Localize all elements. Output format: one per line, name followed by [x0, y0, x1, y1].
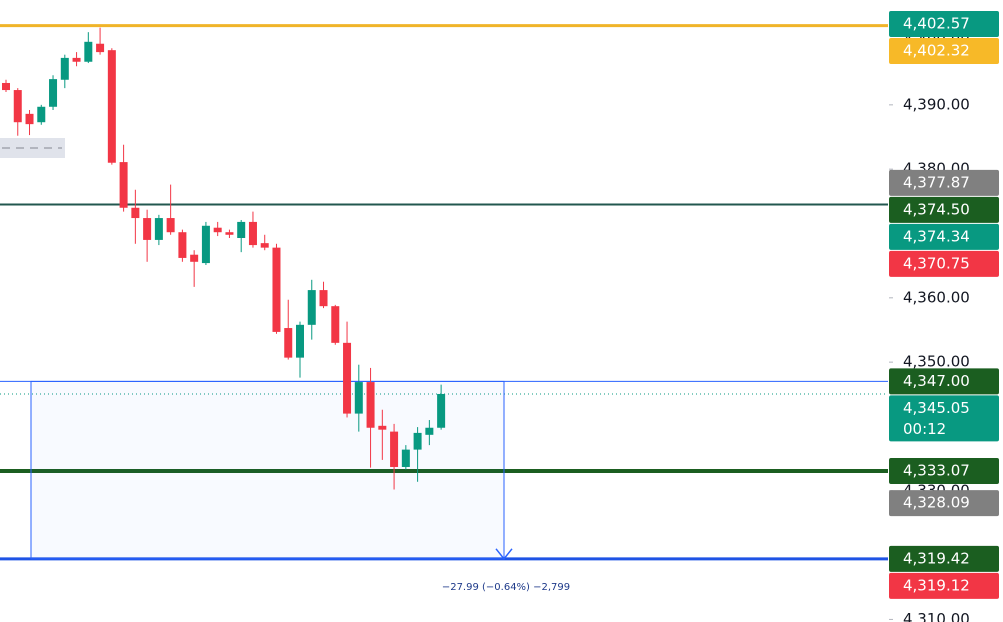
candle-body — [25, 113, 34, 125]
price-tag — [889, 368, 999, 395]
candle-body — [178, 232, 187, 258]
price-tag — [889, 458, 999, 485]
candle-body — [331, 306, 340, 343]
price-tag — [889, 490, 999, 517]
price-tag — [889, 196, 999, 223]
candle-body — [213, 227, 222, 233]
drawing-widget — [0, 138, 65, 158]
y-tick-label: 4,350.00 — [903, 353, 970, 371]
price-tag-label: 4,347.00 — [903, 372, 970, 390]
candle-body — [366, 382, 375, 428]
candle-body — [319, 290, 328, 307]
candle-body — [13, 90, 22, 123]
price-tag-label: 4,402.57 — [903, 14, 970, 32]
candle-body — [284, 328, 293, 358]
price-tag — [889, 10, 999, 37]
candle-body — [119, 162, 128, 208]
price-tag — [889, 545, 999, 572]
measure-arrowhead — [495, 548, 513, 561]
candle-body — [49, 79, 58, 107]
candle-body — [296, 324, 304, 358]
candle-body — [107, 50, 116, 163]
price-tag-label: 4,333.07 — [903, 462, 970, 480]
candle-body — [166, 218, 175, 233]
candle-body — [401, 449, 410, 467]
price-tag-label: 4,328.09 — [903, 494, 970, 512]
candle-body — [390, 431, 399, 467]
candle-body — [72, 57, 81, 62]
candle-body — [237, 221, 246, 238]
candle-body — [413, 432, 422, 450]
candle-body — [60, 57, 69, 80]
price-tag-label: 4,319.12 — [903, 576, 970, 594]
candle-body — [307, 290, 316, 325]
candle-body — [37, 106, 46, 123]
price-tag — [889, 169, 999, 196]
y-tick-label: 4,360.00 — [903, 288, 970, 306]
candle-body — [248, 221, 257, 246]
price-tags: 4,402.57 4,402.32 4,377.87 4,374.50 4,374.34… — [889, 10, 999, 599]
candle-body — [190, 254, 199, 262]
y-tick-label: 4,390.00 — [903, 95, 970, 113]
y-tick-label: 4,310.00 — [903, 610, 970, 622]
candle-body — [225, 232, 234, 235]
candle-body — [378, 425, 387, 430]
price-tag — [889, 250, 999, 277]
price-tag-label: 4,377.87 — [903, 173, 970, 191]
price-tag-label: 4,402.32 — [903, 41, 970, 59]
candle-body — [425, 427, 434, 435]
price-tag — [889, 395, 999, 442]
candle-body — [96, 43, 105, 53]
candle-body — [131, 207, 140, 219]
measure-label: −27.99 (−0.64%) −2,799 — [442, 582, 570, 593]
price-tag-label: 4,374.34 — [903, 227, 970, 245]
measure-box — [30, 380, 505, 560]
price-tag — [889, 37, 999, 64]
plot-area: −27.99 (−0.64%) −2,799 — [0, 24, 888, 593]
candle-body — [154, 218, 163, 240]
candle-body — [343, 342, 352, 414]
price-tag-label: 4,345.05 — [903, 399, 970, 417]
price-tag — [889, 223, 999, 250]
price-tag — [889, 572, 999, 599]
candle-body — [143, 218, 152, 240]
candle-body — [272, 247, 281, 332]
candle-body — [201, 225, 210, 264]
countdown: 00:12 — [903, 420, 946, 438]
candle-body — [260, 243, 269, 248]
price-tag-label: 4,374.50 — [903, 200, 970, 218]
candle-body — [2, 82, 10, 91]
candle-body — [354, 382, 363, 414]
price-tag-label: 4,319.42 — [903, 549, 970, 567]
price-tag-label: 4,370.75 — [903, 254, 970, 272]
candle-body — [437, 393, 446, 428]
candle-body — [84, 41, 93, 62]
